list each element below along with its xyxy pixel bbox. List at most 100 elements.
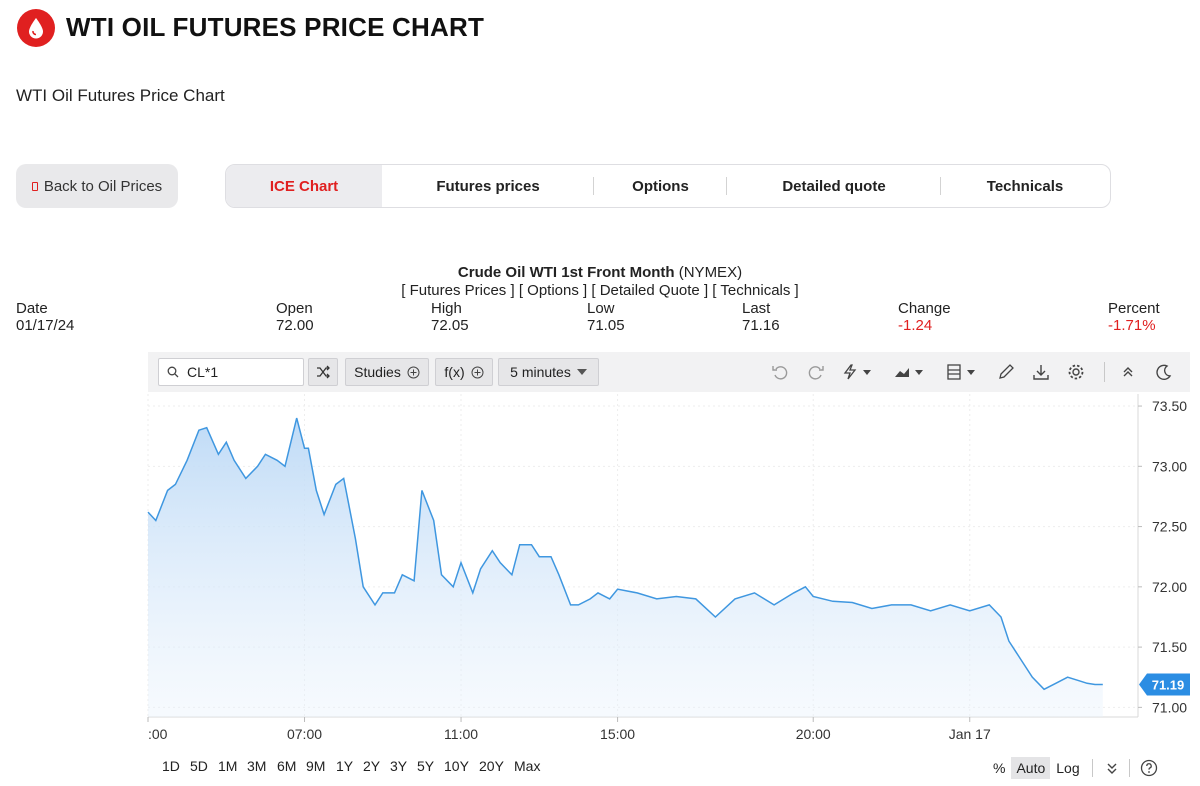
link-detailed-quote[interactable]: [ Detailed Quote ] [591,282,709,299]
lightning-draw-icon[interactable] [840,362,876,382]
x-tick-label: 07:00 [287,726,322,742]
layout-icon[interactable] [944,362,980,382]
range-button-9m[interactable]: 9M [306,758,326,774]
back-to-oil-prices-button[interactable]: Back to Oil Prices [16,164,178,208]
date-value: 01/17/24 [16,317,75,334]
symbol-search-input[interactable]: CL*1 [158,358,304,386]
price-line [147,417,1103,691]
percent-scale-button[interactable]: % [993,760,1006,776]
back-button-label: Back to Oil Prices [43,177,163,195]
y-tick-label: 73.50 [1152,398,1187,414]
quote-low: Low 71.05 [587,300,625,334]
tab-label: Technicals [986,177,1064,195]
link-options[interactable]: [ Options ] [518,282,588,299]
redo-icon[interactable] [806,362,826,382]
log-scale-button[interactable]: Log [1056,760,1080,776]
download-icon[interactable] [1031,362,1051,382]
tab-ice-chart[interactable]: ICE Chart [226,165,382,207]
interval-select[interactable]: 5 minutes [498,358,599,386]
quote-last: Last 71.16 [742,300,780,334]
range-button-3y[interactable]: 3Y [390,758,408,774]
search-icon [167,366,179,378]
percent-value: -1.71% [1108,317,1156,334]
y-tick-label: 73.00 [1152,458,1187,474]
x-tick-label: Jan 17 [949,726,991,742]
range-button-3m[interactable]: 3M [247,758,267,774]
quote-date: Date 01/17/24 [16,300,74,334]
last-price-badge [1139,673,1190,696]
undo-icon[interactable] [770,362,790,382]
compare-button[interactable] [308,358,338,386]
tab-label: Futures prices [436,177,540,195]
y-tick-label: 71.50 [1152,639,1187,655]
x-tick-label: 11:00 [444,726,478,742]
pencil-icon[interactable] [996,362,1016,382]
tab-label: Detailed quote [782,177,886,195]
low-value: 71.05 [587,317,625,334]
link-technicals[interactable]: [ Technicals ] [712,282,799,299]
tab-label: Options [632,177,689,195]
tab-options[interactable]: Options [594,165,727,207]
interval-value: 5 minutes [510,364,571,380]
functions-button[interactable]: f(x) [435,358,493,386]
quote-high: High 72.05 [431,300,469,334]
range-button-1d[interactable]: 1D [162,758,180,774]
chart-toolbar: CL*1 Studies f(x) 5 minutes [148,352,1190,392]
link-futures-prices[interactable]: [ Futures Prices ] [401,282,515,299]
range-button-5d[interactable]: 5D [190,758,208,774]
studies-button[interactable]: Studies [345,358,429,386]
plus-circle-icon [407,366,420,378]
instrument-name: Crude Oil WTI 1st Front Month [457,264,675,281]
chart-tabs: ICE Chart Futures prices Options Detaile… [225,164,1111,208]
range-button-10y[interactable]: 10Y [444,758,469,774]
double-chevron-down-icon[interactable] [1105,761,1119,775]
tab-technicals[interactable]: Technicals [941,165,1109,207]
range-button-1m[interactable]: 1M [218,758,238,774]
quote-change: Change -1.24 [898,300,951,334]
range-button-1y[interactable]: 1Y [336,758,354,774]
scale-controls: % Auto Log [993,756,1158,780]
open-value: 72.00 [276,317,314,334]
x-tick-label: 15:00 [600,726,635,742]
quote-percent: Percent -1.71% [1108,300,1160,334]
chart-type-icon[interactable] [892,362,928,382]
quote-open: Open 72.00 [276,300,314,334]
page-subtitle: WTI Oil Futures Price Chart [16,86,225,105]
range-button-max[interactable]: Max [514,758,541,774]
range-button-6m[interactable]: 6M [277,758,297,774]
oil-drop-icon [17,9,55,47]
x-tick-label: 20:00 [796,726,831,742]
range-button-20y[interactable]: 20Y [479,758,504,774]
help-icon[interactable] [1140,759,1158,777]
symbol-value: CL*1 [187,364,219,380]
collapse-icon[interactable] [1118,362,1138,382]
open-label: Open [276,300,313,317]
fx-label: f(x) [444,364,465,380]
low-label: Low [587,300,615,317]
shuffle-icon [317,365,330,379]
y-tick-label: 72.00 [1152,579,1187,595]
last-value: 71.16 [742,317,780,334]
date-label: Date [16,300,48,317]
dark-mode-icon[interactable] [1154,362,1174,382]
high-value: 72.05 [431,317,469,334]
price-area [148,418,1103,717]
auto-scale-button[interactable]: Auto [1011,757,1051,779]
range-button-5y[interactable]: 5Y [417,758,435,774]
instrument-exchange: (NYMEX) [678,264,743,281]
plus-circle-icon [471,366,484,378]
back-icon [31,181,38,191]
x-tick-label: :00 [148,726,168,742]
studies-label: Studies [354,364,401,380]
percent-label: Percent [1108,300,1160,317]
tab-detailed-quote[interactable]: Detailed quote [727,165,941,207]
change-label: Change [898,300,951,317]
range-button-2y[interactable]: 2Y [363,758,381,774]
gear-icon[interactable] [1066,362,1086,382]
tab-futures-prices[interactable]: Futures prices [382,165,594,207]
last-label: Last [742,300,771,317]
y-tick-label: 72.50 [1152,519,1187,535]
y-tick-label: 71.00 [1152,699,1187,715]
change-value: -1.24 [898,317,933,334]
